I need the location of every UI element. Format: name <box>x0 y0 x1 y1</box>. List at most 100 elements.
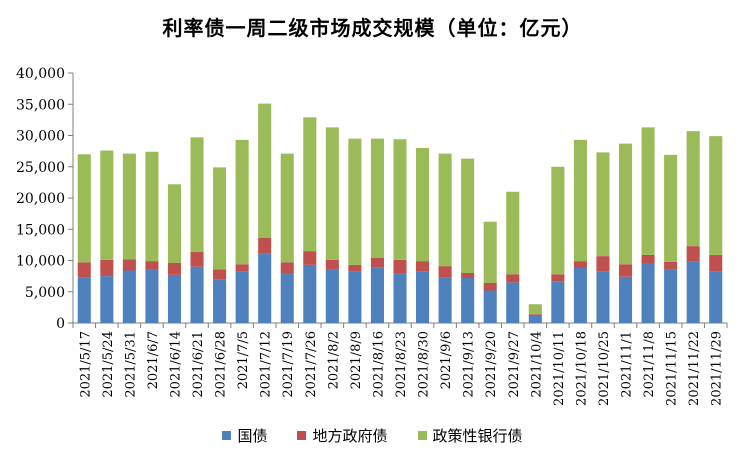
x-tick-label: 2021/8/9 <box>349 331 364 389</box>
y-tick-label: 25,000 <box>16 160 65 176</box>
local-gov-bond-bar <box>122 259 136 271</box>
guozhai-bar <box>145 269 159 323</box>
guozhai-bar <box>664 269 678 323</box>
guozhai-bar <box>258 253 272 323</box>
x-tick-label: 2021/7/12 <box>259 331 274 398</box>
local-gov-bond-bar <box>641 254 655 263</box>
policy-bank-bond-bar <box>686 131 700 247</box>
local-gov-bond-bar <box>145 261 159 270</box>
x-tick-label: 2021/11/15 <box>665 331 680 406</box>
local-gov-bond-bar <box>190 251 204 267</box>
local-gov-bond-bar <box>77 262 91 278</box>
guozhai-bar <box>190 266 204 323</box>
policy-bank-bond-bar <box>709 136 723 255</box>
policy-bank-bond-bar <box>100 150 114 260</box>
guozhai-bar <box>551 281 565 323</box>
x-tick-label: 2021/5/31 <box>123 331 138 398</box>
local-gov-bond-bar <box>235 264 249 272</box>
policy-bank-bond-bar <box>190 137 204 252</box>
y-tick-label: 20,000 <box>16 191 65 207</box>
policy-bank-bond-bar <box>641 127 655 255</box>
policy-bank-bond-bar <box>280 153 294 263</box>
policy-bank-bond-bar <box>145 151 159 262</box>
local-gov-bond-bar <box>370 258 384 268</box>
y-tick-label: 10,000 <box>16 254 65 270</box>
policy-bank-bond-bar <box>235 139 249 265</box>
policy-bank-bond-bar <box>618 143 633 265</box>
x-tick-label: 2021/11/22 <box>687 331 702 406</box>
guozhai-bar <box>280 273 294 323</box>
policy-bank-bond-bar <box>438 153 452 267</box>
policy-bank-bond-bar <box>483 221 497 283</box>
x-tick-label: 2021/10/18 <box>574 331 589 406</box>
local-gov-bond-bar <box>393 259 407 274</box>
local-gov-bond-bar <box>438 266 452 278</box>
x-tick-label: 2021/10/11 <box>552 331 567 406</box>
policy-bank-bond-bar <box>528 304 542 315</box>
policy-bank-bond-bar <box>596 152 610 257</box>
legend-item-local-gov-bond: 地方政府债 <box>297 425 388 446</box>
guozhai-bar <box>641 263 655 323</box>
local-gov-bond-bar <box>461 273 475 278</box>
policy-bank-bond-bar <box>167 184 182 263</box>
x-tick-label: 2021/11/29 <box>710 331 725 406</box>
x-tick-label: 2021/6/28 <box>214 331 229 398</box>
legend-item-guozhai: 国债 <box>222 425 267 446</box>
x-tick-label: 2021/8/2 <box>326 331 341 389</box>
y-tick-label: 40,000 <box>16 66 65 82</box>
y-tick-label: 15,000 <box>16 222 65 238</box>
guozhai-bar <box>348 271 362 323</box>
policy-bank-bond-bar <box>258 103 272 238</box>
x-tick-label: 2021/7/5 <box>236 331 251 389</box>
x-tick-label: 2021/9/6 <box>439 331 454 389</box>
policy-bank-bond-bar <box>370 138 384 258</box>
x-tick-label: 2021/11/8 <box>642 331 657 398</box>
policy-bank-bond-bar <box>77 154 91 263</box>
x-tick-label: 2021/7/19 <box>281 331 296 398</box>
x-tick-label: 2021/9/20 <box>484 331 499 398</box>
local-gov-bond-bar <box>258 238 272 254</box>
local-gov-bond-bar <box>618 264 633 277</box>
x-tick-label: 2021/8/16 <box>371 331 386 398</box>
x-tick-label: 2021/10/25 <box>597 331 612 406</box>
guozhai-bar <box>235 271 249 323</box>
local-gov-bond-bar <box>664 261 678 270</box>
policy-bank-bond-bar <box>551 166 565 275</box>
guozhai-bar <box>77 277 91 323</box>
x-tick-label: 2021/7/26 <box>304 331 319 398</box>
local-gov-bond-bar <box>709 254 723 272</box>
legend-swatch-policy-bank-bond <box>417 431 427 440</box>
legend-label-policy-bank-bond: 政策性银行债 <box>432 427 523 445</box>
local-gov-bond-bar <box>483 283 497 291</box>
y-tick-label: 30,000 <box>16 129 65 145</box>
guozhai-bar <box>370 267 384 323</box>
policy-bank-bond-bar <box>393 139 407 260</box>
local-gov-bond-bar <box>416 261 430 272</box>
guozhai-bar <box>122 270 136 323</box>
policy-bank-bond-bar <box>122 153 136 260</box>
local-gov-bond-bar <box>573 261 587 268</box>
local-gov-bond-bar <box>348 264 362 272</box>
chart-legend: 国债 地方政府债 政策性银行债 <box>0 425 745 446</box>
guozhai-bar <box>393 273 407 323</box>
guozhai-bar <box>100 276 114 323</box>
policy-bank-bond-bar <box>348 138 362 265</box>
x-tick-label: 2021/6/21 <box>191 331 206 398</box>
x-tick-label: 2021/8/23 <box>394 331 409 398</box>
guozhai-bar <box>596 271 610 323</box>
x-tick-label: 2021/5/24 <box>101 331 116 398</box>
local-gov-bond-bar <box>303 251 317 265</box>
local-gov-bond-bar <box>280 262 294 273</box>
legend-label-local-gov-bond: 地方政府债 <box>312 427 388 445</box>
policy-bank-bond-bar <box>664 154 678 262</box>
local-gov-bond-bar <box>596 256 610 272</box>
guozhai-bar <box>686 261 700 323</box>
local-gov-bond-bar <box>167 263 182 275</box>
guozhai-bar <box>461 278 475 323</box>
guozhai-bar <box>416 271 430 323</box>
x-tick-label: 2021/6/14 <box>168 331 183 398</box>
guozhai-bar <box>483 290 497 323</box>
policy-bank-bond-bar <box>303 117 317 252</box>
guozhai-bar <box>528 315 542 323</box>
legend-swatch-local-gov-bond <box>297 431 307 440</box>
